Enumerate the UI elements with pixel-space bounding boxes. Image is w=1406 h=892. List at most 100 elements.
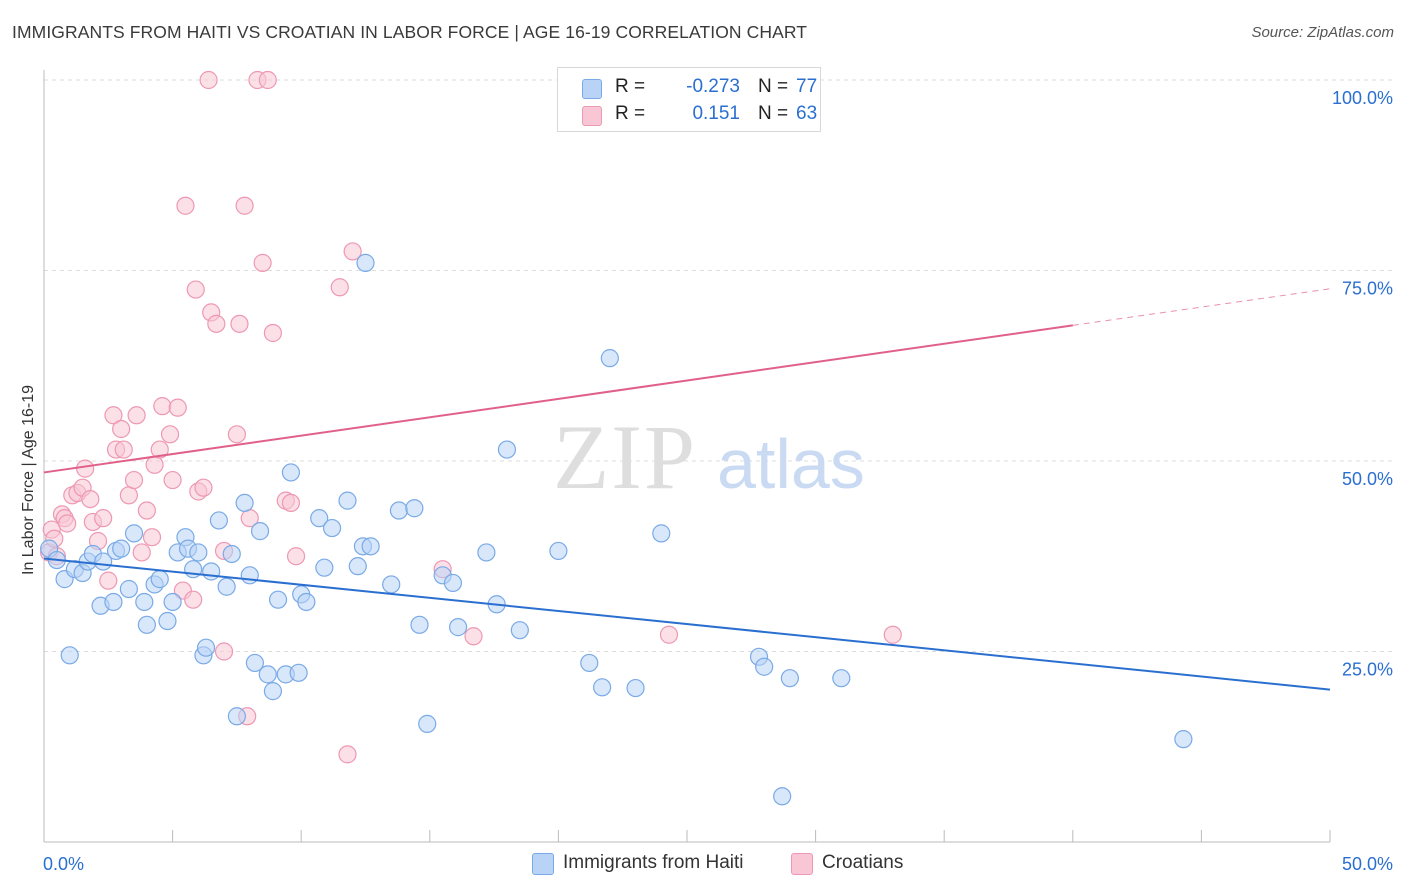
- croatian-point: [153, 397, 172, 416]
- haiti-point: [119, 579, 138, 599]
- haiti-point: [755, 657, 774, 676]
- croatian-point: [112, 419, 131, 439]
- watermark-atlas: atlas: [717, 425, 865, 503]
- legend-r-label: R =: [615, 103, 646, 124]
- croatian-point: [150, 440, 169, 459]
- haiti-point: [235, 493, 254, 513]
- haiti-point: [780, 669, 799, 688]
- watermark: ZIP atlas: [553, 406, 865, 508]
- haiti-point: [338, 491, 357, 510]
- legend-n-value: 63: [796, 103, 818, 124]
- haiti-point: [150, 570, 169, 589]
- haiti-point: [626, 678, 645, 698]
- croatian-point: [81, 490, 100, 509]
- haiti-point: [258, 665, 277, 684]
- legend-n-label: N =: [758, 76, 789, 97]
- haiti-point: [60, 646, 79, 665]
- haiti-point: [356, 253, 375, 272]
- croatian-point: [127, 406, 146, 425]
- haiti-point: [112, 539, 131, 558]
- haiti-point: [189, 543, 208, 562]
- y-tick-label: 75.0%: [1342, 279, 1393, 299]
- croatian-point: [227, 425, 246, 444]
- croatian-point: [99, 571, 118, 590]
- haiti-point: [163, 592, 182, 612]
- croatian-point: [104, 406, 123, 425]
- haiti-point: [315, 558, 334, 577]
- croatian-point: [659, 625, 679, 644]
- croatian-point: [168, 398, 187, 417]
- legend-r-label: R =: [615, 76, 646, 97]
- croatian-point: [253, 253, 272, 272]
- haiti-point: [580, 653, 599, 673]
- croatian-point: [330, 278, 349, 297]
- haiti-point: [310, 509, 329, 528]
- croatian-point: [263, 323, 283, 343]
- legend-swatch-croatian: [582, 106, 602, 126]
- x-tick-labels: 0.0% 50.0%: [43, 854, 1393, 874]
- y-axis-label: In Labor Force | Age 16-19: [20, 384, 37, 575]
- croatian-point: [160, 425, 180, 444]
- haiti-point: [448, 618, 468, 637]
- legend-r-value: -0.273: [686, 76, 740, 97]
- legend-stats: R = -0.273 N = 77 R = 0.151 N = 63: [557, 67, 821, 132]
- haiti-point: [510, 621, 529, 640]
- haiti-point: [240, 566, 259, 585]
- croatian-point: [176, 196, 195, 215]
- haiti-point: [250, 522, 270, 541]
- y-tick-labels: 25.0% 50.0% 75.0% 100.0%: [1332, 88, 1393, 680]
- haiti-point: [382, 575, 401, 594]
- y-tick-label: 50.0%: [1342, 469, 1393, 489]
- croatian-point: [230, 314, 249, 333]
- croatian-point: [286, 547, 306, 566]
- croatian-point: [163, 470, 182, 490]
- haiti-point: [281, 463, 301, 482]
- croatian-points: [40, 70, 902, 764]
- watermark-zip: ZIP: [553, 406, 697, 508]
- haiti-point: [652, 524, 671, 543]
- croatian-point: [145, 455, 164, 474]
- trend-lines: [43, 288, 1331, 691]
- haiti-point: [600, 349, 619, 368]
- croatian-point: [258, 70, 277, 90]
- croatian-point: [186, 280, 205, 299]
- croatian-point: [883, 625, 902, 644]
- legend-swatch-haiti: [582, 79, 602, 99]
- haiti-point: [289, 663, 308, 682]
- haiti-point: [389, 501, 409, 520]
- haiti-point: [497, 440, 517, 459]
- haiti-point: [361, 537, 380, 556]
- croatian-point: [124, 470, 144, 490]
- croatian-point: [114, 440, 133, 459]
- haiti-point: [297, 592, 316, 612]
- x-ticks: [172, 830, 1331, 842]
- croatian-point: [142, 528, 162, 547]
- haiti-point: [245, 653, 265, 673]
- croatian-point: [207, 314, 226, 333]
- source-label: Source: ZipAtlas.com: [1251, 24, 1394, 41]
- haiti-point: [477, 543, 496, 562]
- haiti-point: [202, 562, 221, 581]
- croatian-point: [132, 543, 151, 562]
- haiti-points: [40, 253, 1193, 806]
- legend-series: Immigrants from Haiti Croatians: [0, 851, 1406, 879]
- legend-swatch-haiti: [532, 853, 554, 875]
- croatian-point: [58, 514, 77, 533]
- haiti-point: [593, 678, 612, 697]
- croatian-trend-extension: [1072, 288, 1331, 326]
- haiti-point: [104, 592, 123, 612]
- haiti-point: [222, 544, 241, 564]
- legend-n-label: N =: [758, 103, 789, 124]
- haiti-point: [1174, 730, 1193, 749]
- haiti-point: [443, 573, 463, 593]
- haiti-point: [158, 611, 177, 631]
- haiti-point: [832, 669, 851, 688]
- haiti-point: [322, 518, 342, 538]
- legend-r-value: 0.151: [692, 103, 740, 124]
- y-tick-label: 25.0%: [1342, 660, 1393, 680]
- haiti-trend-line: [43, 557, 1331, 691]
- croatian-point: [194, 478, 213, 497]
- haiti-point: [209, 511, 228, 530]
- haiti-point: [135, 592, 154, 612]
